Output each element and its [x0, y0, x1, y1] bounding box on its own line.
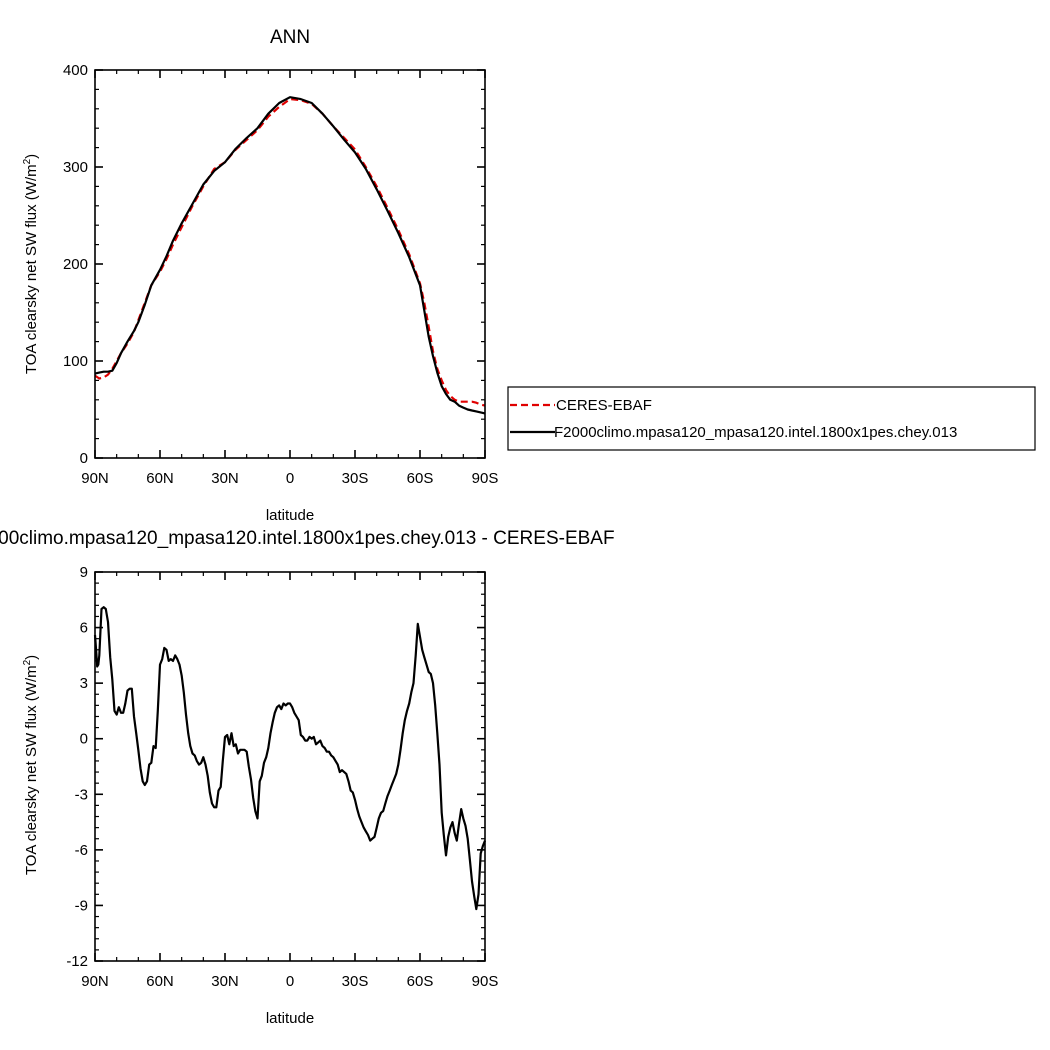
top-x-tick-label: 90S	[472, 470, 499, 487]
top-y-tick-label: 400	[63, 62, 88, 79]
bottom-y-tick-label: 3	[80, 675, 88, 692]
bottom-chart: F2000climo.mpasa120_mpasa120.intel.1800x…	[0, 528, 615, 1027]
svg-text:TOA clearsky net SW flux (W/m2: TOA clearsky net SW flux (W/m2)	[22, 154, 40, 374]
bottom-y-axis-label-close: )	[23, 655, 40, 660]
bottom-x-tick-label: 30N	[211, 973, 239, 990]
bottom-series-line-0	[93, 606, 487, 911]
bottom-y-axis-label-text: TOA clearsky net SW flux (W/m	[23, 665, 40, 875]
top-y-tick-label: 0	[80, 450, 88, 467]
bottom-y-axis-label-superscript: 2	[22, 659, 33, 665]
top-series-line-1	[94, 96, 486, 415]
bottom-y-tick-label: -9	[75, 897, 88, 914]
top-y-tick-label: 300	[63, 159, 88, 176]
top-x-tick-label: 30N	[211, 470, 239, 487]
top-series-line-0	[94, 98, 486, 407]
bottom-plot-frame	[94, 571, 486, 962]
top-plot-area: 90N 60N 30N 0 30S 60S 90S 0 100 200 300 400	[63, 62, 498, 487]
top-x-tick-label: 60S	[407, 470, 434, 487]
bottom-x-tick-label: 90N	[81, 973, 109, 990]
legend-label-model: F2000climo.mpasa120_mpasa120.intel.1800x…	[554, 424, 957, 441]
bottom-x-tick-label: 60N	[146, 973, 174, 990]
legend-label-ceres-ebaf: CERES-EBAF	[556, 397, 652, 414]
top-x-tick-label: 90N	[81, 470, 109, 487]
top-y-tick-label: 200	[63, 256, 88, 273]
bottom-y-tick-label: -12	[66, 953, 88, 970]
bottom-y-tick-label: 9	[80, 564, 88, 581]
top-x-tick-label: 60N	[146, 470, 174, 487]
top-y-axis-label: TOA clearsky net SW flux (W/m2)	[22, 154, 40, 374]
top-y-axis-label-text: TOA clearsky net SW flux (W/m	[23, 164, 40, 374]
bottom-chart-title: F2000climo.mpasa120_mpasa120.intel.1800x…	[0, 528, 615, 549]
bottom-y-tick-label: -6	[75, 842, 88, 859]
svg-text:TOA clearsky net SW flux (W/m2: TOA clearsky net SW flux (W/m2)	[22, 655, 40, 875]
bottom-plot-area: 90N 60N 30N 0 30S 60S 90S -12 -9 -6 -3 0 3 6 9	[66, 564, 498, 990]
top-y-axis-label-superscript: 2	[22, 158, 33, 164]
top-y-tick-label: 100	[63, 353, 88, 370]
top-chart-title: ANN	[270, 27, 310, 48]
bottom-x-axis-label: latitude	[266, 1010, 314, 1027]
bottom-y-tick-label: -3	[75, 786, 88, 803]
legend-box	[507, 386, 1036, 451]
bottom-x-tick-label: 90S	[472, 973, 499, 990]
bottom-x-tick-label: 30S	[342, 973, 369, 990]
bottom-y-tick-label: 0	[80, 731, 88, 748]
bottom-y-axis-label: TOA clearsky net SW flux (W/m2)	[22, 655, 40, 875]
top-y-axis-label-close: )	[23, 154, 40, 159]
top-chart: ANN TOA clearsky net SW flux (W/m2) lati…	[22, 27, 1036, 524]
top-x-tick-label: 30S	[342, 470, 369, 487]
top-x-tick-label: 0	[286, 470, 294, 487]
top-legend: CERES-EBAF F2000climo.mpasa120_mpasa120.…	[507, 386, 1036, 451]
top-plot-frame	[94, 69, 486, 459]
bottom-x-tick-label: 60S	[407, 973, 434, 990]
bottom-y-tick-label: 6	[80, 620, 88, 637]
bottom-x-tick-label: 0	[286, 973, 294, 990]
top-x-axis-label: latitude	[266, 507, 314, 524]
